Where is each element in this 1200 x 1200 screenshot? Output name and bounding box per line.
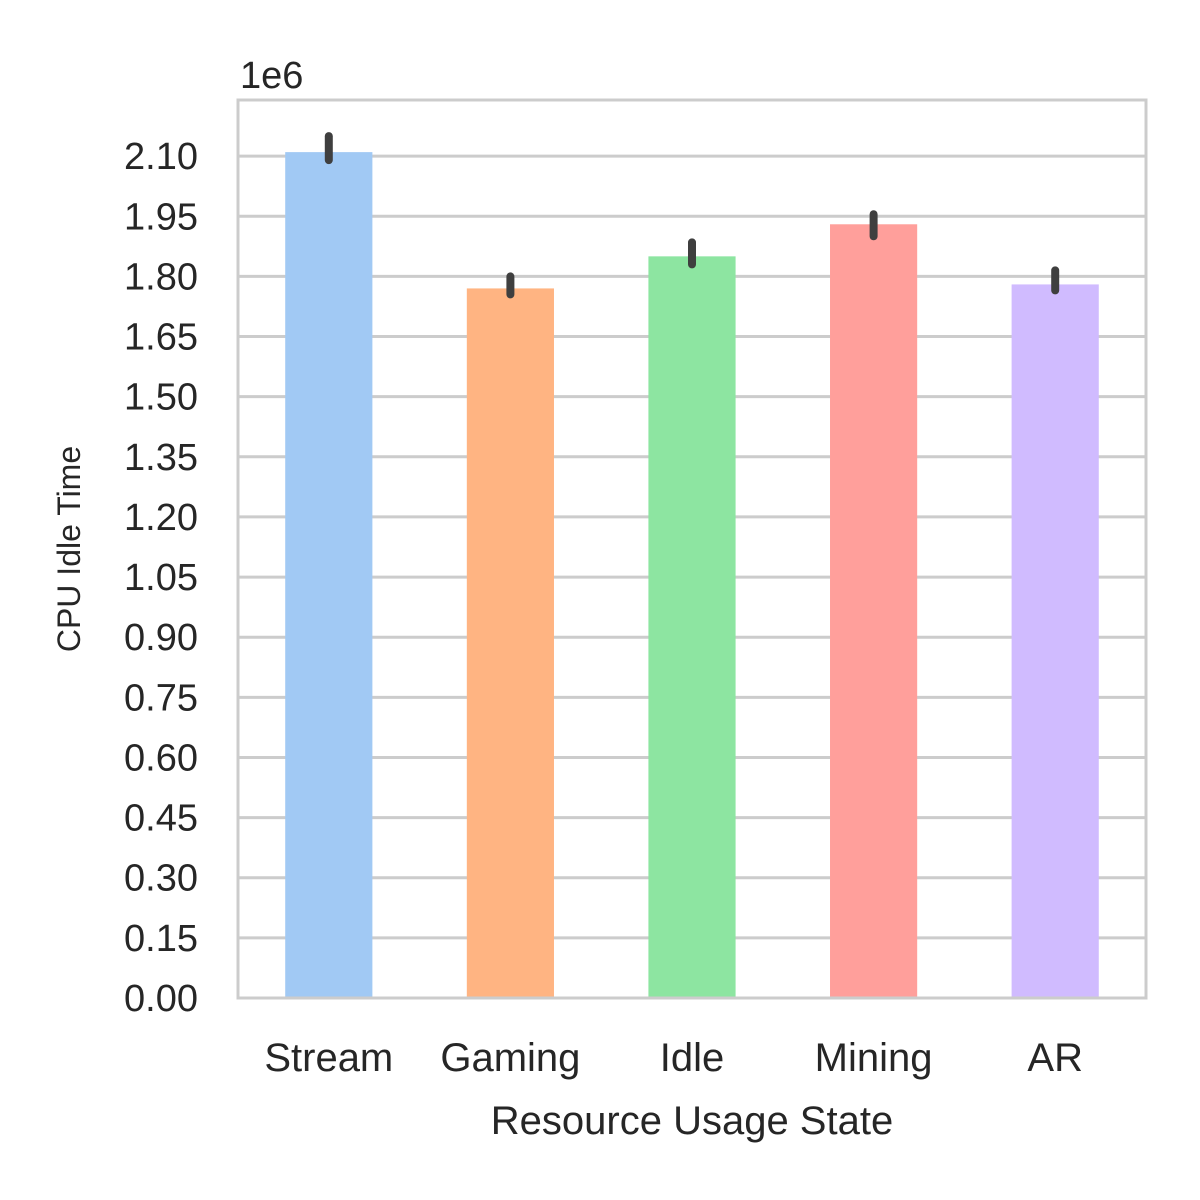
y-axis-title: CPU Idle Time (51, 446, 87, 652)
x-tick-label: Stream (264, 1036, 393, 1080)
y-tick-label: 0.60 (124, 737, 198, 779)
bar-mining (830, 224, 918, 998)
x-tick-labels: Stream Gaming Idle Mining AR (264, 1036, 1083, 1080)
plot-frame (236, 98, 1148, 1000)
y-tick-label: 1.20 (124, 497, 198, 539)
y-tick-label: 1.80 (124, 256, 198, 298)
y-tick-label: 0.90 (124, 617, 198, 659)
y-tick-label: 0.45 (124, 798, 198, 840)
y-tick-label: 0.30 (124, 858, 198, 900)
x-axis-title: Resource Usage State (491, 1099, 893, 1143)
x-tick-label: Mining (815, 1036, 933, 1080)
x-tick-label: Gaming (440, 1036, 580, 1080)
y-tick-label: 0.75 (124, 677, 198, 719)
bars (285, 152, 1099, 998)
bar-ar (1011, 284, 1099, 998)
y-tick-label: 1.35 (124, 437, 198, 479)
bar-idle (648, 256, 736, 998)
bar-stream (285, 152, 373, 998)
y-tick-label: 0.15 (124, 918, 198, 960)
y-tick-label: 0.00 (124, 978, 198, 1020)
y-tick-label: 2.10 (124, 136, 198, 178)
y-offset-label: 1e6 (240, 55, 303, 97)
y-tick-label: 1.05 (124, 557, 198, 599)
bar-gaming (466, 288, 554, 998)
y-tick-labels: 0.00 0.15 0.30 0.45 0.60 0.75 0.90 1.05 1.20 1.35… (124, 136, 198, 1020)
y-tick-label: 1.65 (124, 317, 198, 359)
x-tick-label: AR (1027, 1036, 1083, 1080)
y-tick-label: 1.95 (124, 196, 198, 238)
error-bars (324, 132, 1060, 299)
y-tick-label: 1.50 (124, 377, 198, 419)
x-tick-label: Idle (660, 1036, 725, 1080)
